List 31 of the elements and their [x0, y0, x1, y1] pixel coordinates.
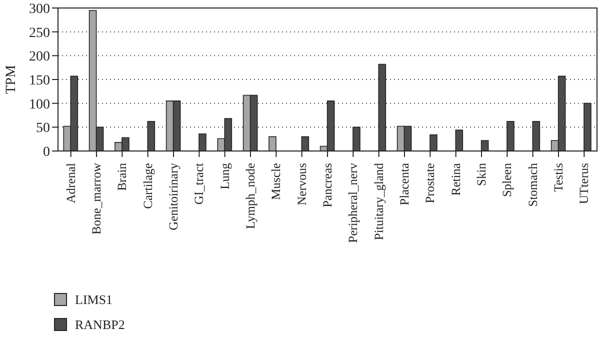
- x-tick-label: Muscle: [269, 162, 284, 200]
- x-tick-label: Brain: [115, 162, 130, 191]
- y-tick-label: 300: [29, 2, 50, 17]
- x-tick-label: Retina: [448, 162, 463, 196]
- y-tick-label: 150: [29, 73, 50, 88]
- x-tick-label: Genitoirinary: [166, 162, 180, 230]
- x-tick-label: Nervous: [294, 162, 309, 206]
- x-tick-label: Bone_marrow: [90, 163, 104, 235]
- legend-label: LIMS1: [75, 292, 113, 308]
- x-tick-label: Pituitary_gland: [372, 162, 386, 240]
- legend-label: RANBP2: [75, 316, 125, 332]
- y-tick-label: 250: [29, 26, 50, 41]
- y-tick-label: 0: [43, 144, 50, 160]
- y-tick-label: 100: [29, 97, 50, 112]
- x-tick-label: Prostate: [423, 162, 438, 204]
- x-tick-label: Placenta: [398, 162, 412, 206]
- y-tick-label: 200: [29, 50, 50, 65]
- x-tick-label: Testis: [552, 162, 566, 192]
- y-axis-title: TPM: [4, 64, 19, 94]
- y-tick-label: 50: [36, 121, 50, 136]
- x-tick-label: Lymph_node: [244, 162, 258, 229]
- x-tick-label: Stomach: [526, 162, 540, 207]
- x-tick-label: Adrenal: [64, 162, 78, 204]
- x-tick-label: Skin: [474, 162, 488, 186]
- x-tick-label: UTterus: [577, 162, 592, 204]
- x-tick-label: Spleen: [500, 162, 514, 198]
- x-tick-label: Cartilage: [140, 162, 155, 209]
- x-tick-label: GI_tract: [192, 162, 206, 205]
- x-tick-label: Peripheral_nerv: [346, 162, 360, 243]
- x-tick-label: Lung: [218, 162, 232, 190]
- x-tick-label: Pancreas: [320, 162, 334, 208]
